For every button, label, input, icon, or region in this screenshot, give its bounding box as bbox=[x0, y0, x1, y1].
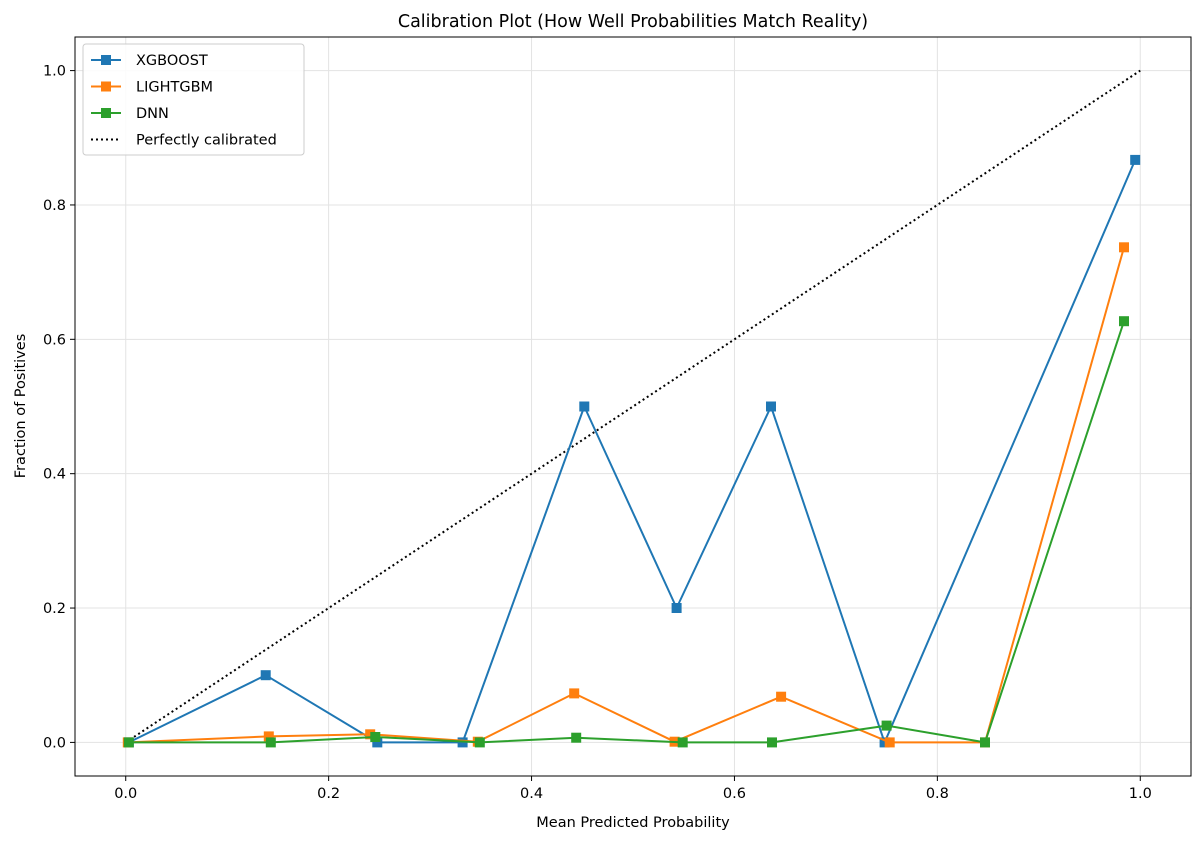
x-tick-label: 0.2 bbox=[317, 786, 340, 802]
dnn-point bbox=[1119, 316, 1129, 327]
xgboost-point bbox=[260, 670, 271, 681]
y-tick-label: 0.0 bbox=[43, 735, 66, 751]
x-axis-title: Mean Predicted Probability bbox=[536, 815, 730, 831]
legend-box bbox=[82, 43, 305, 156]
legend-marker-lightgbm bbox=[101, 81, 111, 92]
dnn-point bbox=[980, 737, 990, 748]
legend-marker-dnn bbox=[101, 108, 111, 118]
y-tick-label: 0.6 bbox=[43, 332, 66, 348]
y-tick-label: 1.0 bbox=[43, 64, 66, 80]
lightgbm-line bbox=[127, 247, 1125, 744]
legend-label-lightgbm: LIGHTGBM bbox=[136, 80, 213, 96]
dnn-point bbox=[571, 732, 582, 743]
lightgbm-point bbox=[263, 731, 274, 742]
lightgbm-point bbox=[884, 737, 895, 748]
xgboost-point bbox=[579, 401, 590, 412]
dnn-point bbox=[767, 737, 777, 748]
legend-label-dnn: DNN bbox=[136, 106, 169, 122]
ticks-layer: 0.0 0.2 0.4 0.6 0.8 1.0 0.0 0.2 0.4 0.6 0.8 1.0 bbox=[43, 64, 1152, 802]
y-tick-label: 0.8 bbox=[43, 198, 66, 214]
x-tick-label: 0.0 bbox=[114, 786, 137, 802]
lightgbm-point bbox=[569, 688, 580, 699]
xgboost-point bbox=[671, 603, 682, 613]
xgboost-point bbox=[372, 737, 383, 748]
y-tick-label: 0.4 bbox=[43, 467, 66, 483]
y-axis-title: Fraction of Positives bbox=[13, 334, 29, 479]
dnn-point bbox=[677, 737, 688, 748]
lightgbm-point bbox=[1119, 242, 1129, 253]
dnn-point bbox=[881, 720, 892, 731]
lightgbm-point bbox=[365, 729, 376, 740]
xgboost-point bbox=[1130, 154, 1141, 165]
series-layer bbox=[122, 154, 1141, 748]
dnn-point bbox=[370, 732, 381, 742]
legend-label-perfectly-calibrated: Perfectly calibrated bbox=[136, 133, 277, 149]
dnn-point bbox=[474, 737, 485, 748]
legend-marker-xgboost bbox=[101, 55, 111, 65]
dnn-line bbox=[128, 320, 1125, 744]
grid-layer bbox=[75, 37, 1191, 776]
plot-frame bbox=[74, 36, 1192, 777]
dnn-point bbox=[123, 737, 134, 748]
dnn-point bbox=[265, 737, 276, 748]
xgboost-point bbox=[766, 401, 776, 412]
x-tick-label: 1.0 bbox=[1129, 786, 1152, 802]
legend: XGBOOST LIGHTGBM DNN Perfectly calibrated bbox=[82, 43, 305, 156]
x-tick-label: 0.6 bbox=[723, 786, 746, 802]
x-tick-label: 0.4 bbox=[520, 786, 543, 802]
chart-title: Calibration Plot (How Well Probabilities… bbox=[398, 12, 868, 32]
lightgbm-point bbox=[776, 691, 787, 702]
y-tick-label: 0.2 bbox=[43, 601, 66, 617]
x-tick-label: 0.8 bbox=[926, 786, 949, 802]
xgboost-point bbox=[879, 737, 890, 748]
legend-label-xgboost: XGBOOST bbox=[136, 53, 208, 69]
